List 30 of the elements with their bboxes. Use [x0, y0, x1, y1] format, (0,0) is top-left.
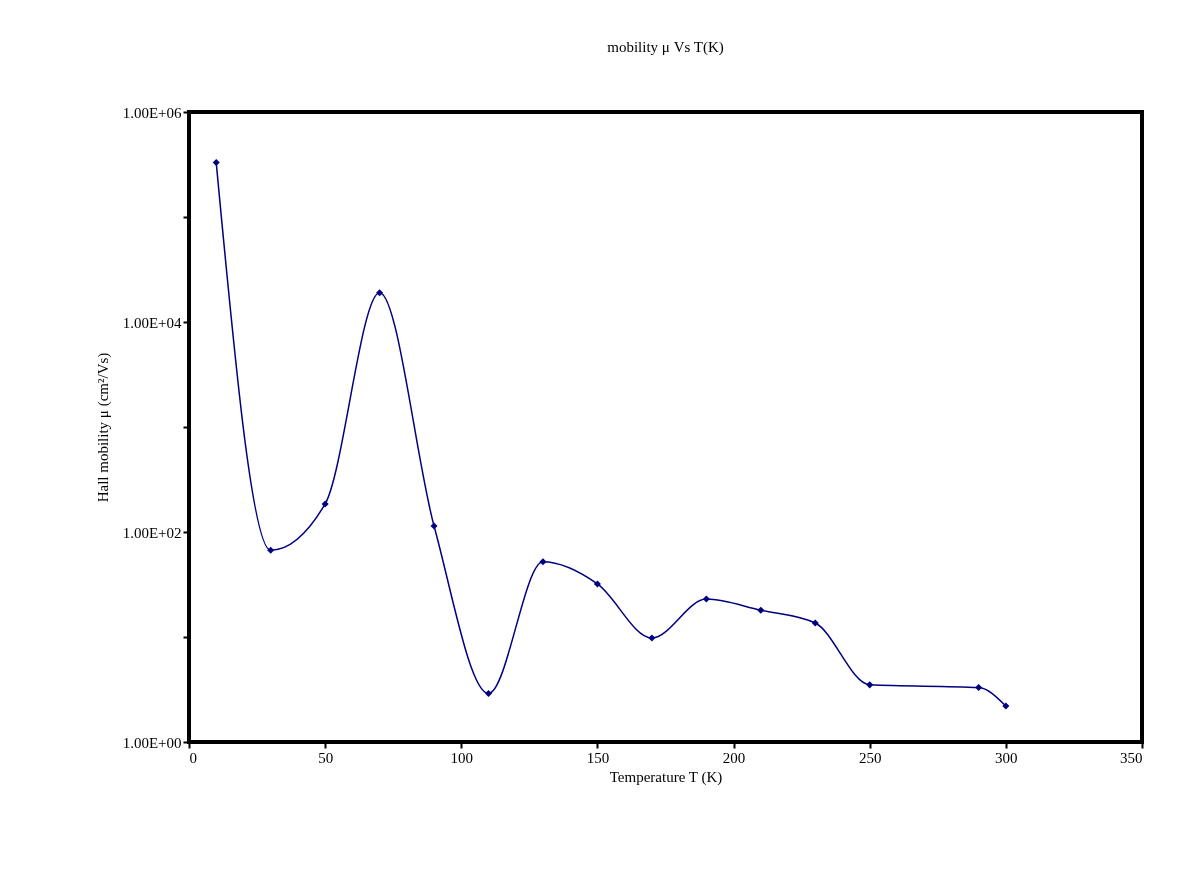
x-tick-label: 300	[995, 749, 1018, 766]
point	[430, 522, 438, 530]
point	[321, 500, 329, 508]
point	[811, 619, 819, 627]
y-tick-label: 1.00E+00	[122, 734, 182, 751]
point	[212, 159, 220, 167]
x-tick-label: 350	[1120, 749, 1143, 766]
point	[702, 595, 710, 603]
point	[593, 580, 601, 588]
point	[267, 546, 275, 554]
point	[1002, 702, 1010, 710]
point	[648, 634, 656, 642]
y-tick-label: 1.00E+02	[122, 524, 182, 541]
x-tick-label: 100	[450, 749, 474, 766]
x-tick-label: 150	[586, 749, 610, 766]
y-tick-label: 1.00E+06	[122, 104, 182, 121]
x-tick-label: 200	[722, 749, 746, 766]
point	[539, 558, 547, 566]
point	[975, 684, 983, 692]
point	[757, 606, 765, 614]
point	[866, 681, 874, 689]
chart-title: mobility μ Vs T(K)	[607, 39, 724, 56]
point	[376, 289, 384, 297]
y-axis-title: Hall mobility μ (cm²/Vs)	[94, 352, 112, 503]
x-tick-label: 50	[318, 749, 334, 766]
y-tick-label: 1.00E+04	[122, 314, 182, 331]
x-tick-label: 0	[189, 749, 197, 766]
x-tick-label: 250	[858, 749, 882, 766]
x-axis-title: Temperature T (K)	[609, 768, 723, 786]
point	[484, 689, 493, 697]
